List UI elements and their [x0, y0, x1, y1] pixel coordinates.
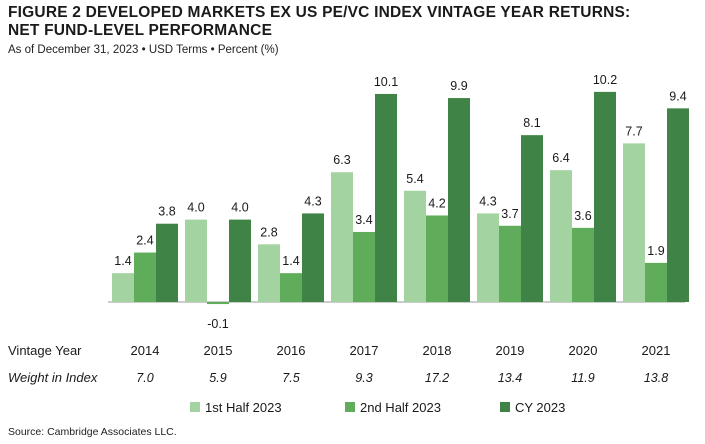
title-line-2: NET FUND-LEVEL PERFORMANCE — [8, 22, 273, 39]
bar-cy-2023-2014 — [156, 223, 178, 302]
category-label: 2021 — [642, 343, 671, 358]
bar-2nd-half-2023-2018 — [426, 215, 448, 302]
data-label: 4.0 — [231, 201, 248, 215]
data-label: 9.9 — [450, 79, 467, 93]
data-label: 8.1 — [523, 116, 540, 130]
legend-label: 2nd Half 2023 — [360, 400, 441, 415]
data-label: 3.7 — [501, 207, 518, 221]
source-note: Source: Cambridge Associates LLC. — [8, 426, 177, 438]
data-label: 4.2 — [428, 196, 445, 210]
title-line-1: FIGURE 2 DEVELOPED MARKETS EX US PE/VC I… — [8, 4, 631, 21]
bar-1st-half-2023-2016 — [258, 244, 280, 302]
bar-cy-2023-2016 — [302, 213, 324, 302]
data-label: 6.4 — [552, 151, 569, 165]
data-label: 7.7 — [625, 124, 642, 138]
data-label: 3.4 — [355, 213, 372, 227]
data-label: 3.6 — [574, 209, 591, 223]
bar-1st-half-2023-2015 — [185, 219, 207, 302]
data-label: 2.4 — [136, 234, 153, 248]
data-label: 1.4 — [114, 254, 131, 268]
category-label: 2015 — [204, 343, 233, 358]
category-label: 2020 — [569, 343, 598, 358]
legend-swatch — [190, 402, 200, 412]
bar-2nd-half-2023-2020 — [572, 227, 594, 302]
bar-1st-half-2023-2014 — [112, 273, 134, 302]
bar-1st-half-2023-2021 — [623, 143, 645, 302]
bar-cy-2023-2021 — [667, 108, 689, 302]
chart-title: FIGURE 2 DEVELOPED MARKETS EX US PE/VC I… — [8, 4, 630, 40]
legend-label: 1st Half 2023 — [205, 400, 282, 415]
bar-1st-half-2023-2017 — [331, 172, 353, 302]
weight-label: 17.2 — [425, 371, 449, 385]
data-label: 3.8 — [158, 205, 175, 219]
bar-cy-2023-2020 — [594, 91, 616, 302]
legend-label: CY 2023 — [515, 400, 565, 415]
weight-label: 13.4 — [498, 371, 522, 385]
bar-1st-half-2023-2018 — [404, 190, 426, 302]
bar-cy-2023-2015 — [229, 219, 251, 302]
bar-cy-2023-2017 — [375, 93, 397, 302]
data-label: 4.0 — [187, 201, 204, 215]
bar-1st-half-2023-2019 — [477, 213, 499, 302]
weight-label: 5.9 — [209, 371, 226, 385]
weight-label: 9.3 — [355, 371, 372, 385]
bar-cy-2023-2018 — [448, 98, 470, 302]
data-label: 9.4 — [669, 89, 686, 103]
weight-label: 11.9 — [571, 371, 594, 385]
legend-swatch — [345, 402, 355, 412]
bar-2nd-half-2023-2019 — [499, 225, 521, 302]
data-label: 6.3 — [333, 153, 350, 167]
bar-1st-half-2023-2020 — [550, 170, 572, 302]
weight-label: 13.8 — [644, 371, 668, 385]
category-label: 2014 — [131, 343, 160, 358]
bar-cy-2023-2019 — [521, 135, 543, 302]
data-label: 4.3 — [479, 194, 496, 208]
legend-swatch — [500, 402, 510, 412]
data-label: 1.4 — [282, 254, 299, 268]
bar-2nd-half-2023-2021 — [645, 262, 667, 302]
category-label: 2017 — [350, 343, 379, 358]
category-label: 2018 — [423, 343, 452, 358]
weight-label: 7.5 — [282, 371, 299, 385]
bar-2nd-half-2023-2015 — [207, 302, 229, 305]
data-label: 5.4 — [406, 172, 423, 186]
bar-2nd-half-2023-2016 — [280, 273, 302, 302]
chart-subtitle: As of December 31, 2023 • USD Terms • Pe… — [8, 44, 279, 56]
category-label: 2016 — [277, 343, 306, 358]
category-label: 2019 — [496, 343, 525, 358]
data-label: 4.3 — [304, 194, 321, 208]
bar-2nd-half-2023-2017 — [353, 231, 375, 302]
bar-2nd-half-2023-2014 — [134, 252, 156, 302]
weight-row-label: Weight in Index — [8, 370, 98, 385]
weight-label: 7.0 — [136, 371, 153, 385]
data-label: -0.1 — [207, 317, 229, 331]
data-label: 1.9 — [647, 244, 664, 258]
data-label: 10.1 — [374, 75, 398, 89]
data-label: 10.2 — [593, 73, 617, 87]
vintage-year-row-label: Vintage Year — [8, 343, 82, 358]
data-label: 2.8 — [260, 225, 277, 239]
